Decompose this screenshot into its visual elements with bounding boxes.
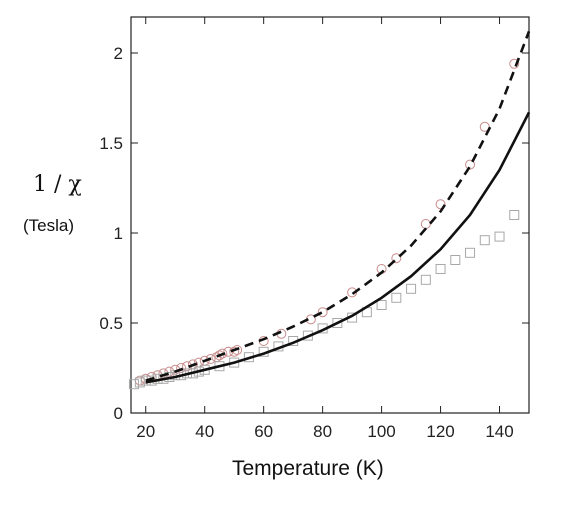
dashed-fit-line: [145, 30, 531, 382]
y-axis-unit: (Tesla): [23, 216, 75, 235]
y-tick-label: 1.5: [99, 134, 123, 153]
x-axis-label: Temperature (K): [232, 457, 384, 480]
circle-point: [317, 307, 328, 318]
square-point: [406, 283, 417, 294]
circle-point: [391, 253, 402, 264]
y-tick-label: 0: [114, 404, 123, 423]
y-tick-label: 2: [114, 44, 123, 63]
square-point: [494, 231, 505, 242]
square-point: [509, 210, 520, 220]
square-point: [332, 318, 343, 328]
series-layer: [128, 30, 531, 390]
circle-point: [509, 58, 520, 69]
x-tick-label: 40: [195, 422, 214, 441]
square-point: [435, 264, 446, 274]
x-tick-label: 60: [254, 422, 273, 441]
square-point: [134, 377, 145, 388]
solid-fit-line: [145, 111, 531, 384]
square-point: [376, 300, 387, 310]
plot-frame: [130, 16, 530, 414]
circle-point: [176, 363, 187, 373]
x-tick-label: 120: [426, 422, 454, 441]
circle-point: [214, 350, 225, 361]
y-tick-label: 1: [114, 224, 123, 243]
circle-point: [465, 159, 476, 170]
circle-point: [420, 219, 431, 229]
circle-point: [229, 346, 240, 357]
x-tick-label: 80: [313, 422, 332, 441]
x-tick-label: 140: [485, 422, 513, 441]
square-point: [128, 379, 139, 390]
axis-ticks: 20 40 60 80 100 120 140 0 0.5 1 1.5 2: [99, 17, 529, 441]
square-point: [465, 247, 476, 258]
square-point: [450, 255, 461, 265]
y-axis-label: 1 / χ: [33, 172, 82, 197]
y-tick-label: 0.5: [99, 314, 123, 333]
square-point: [420, 274, 431, 285]
circle-point: [217, 348, 228, 359]
square-point: [391, 292, 402, 303]
circle-point: [435, 199, 446, 210]
circle-point: [164, 366, 175, 377]
x-tick-label: 20: [136, 422, 155, 441]
square-point: [479, 235, 490, 246]
x-tick-label: 100: [367, 422, 395, 441]
